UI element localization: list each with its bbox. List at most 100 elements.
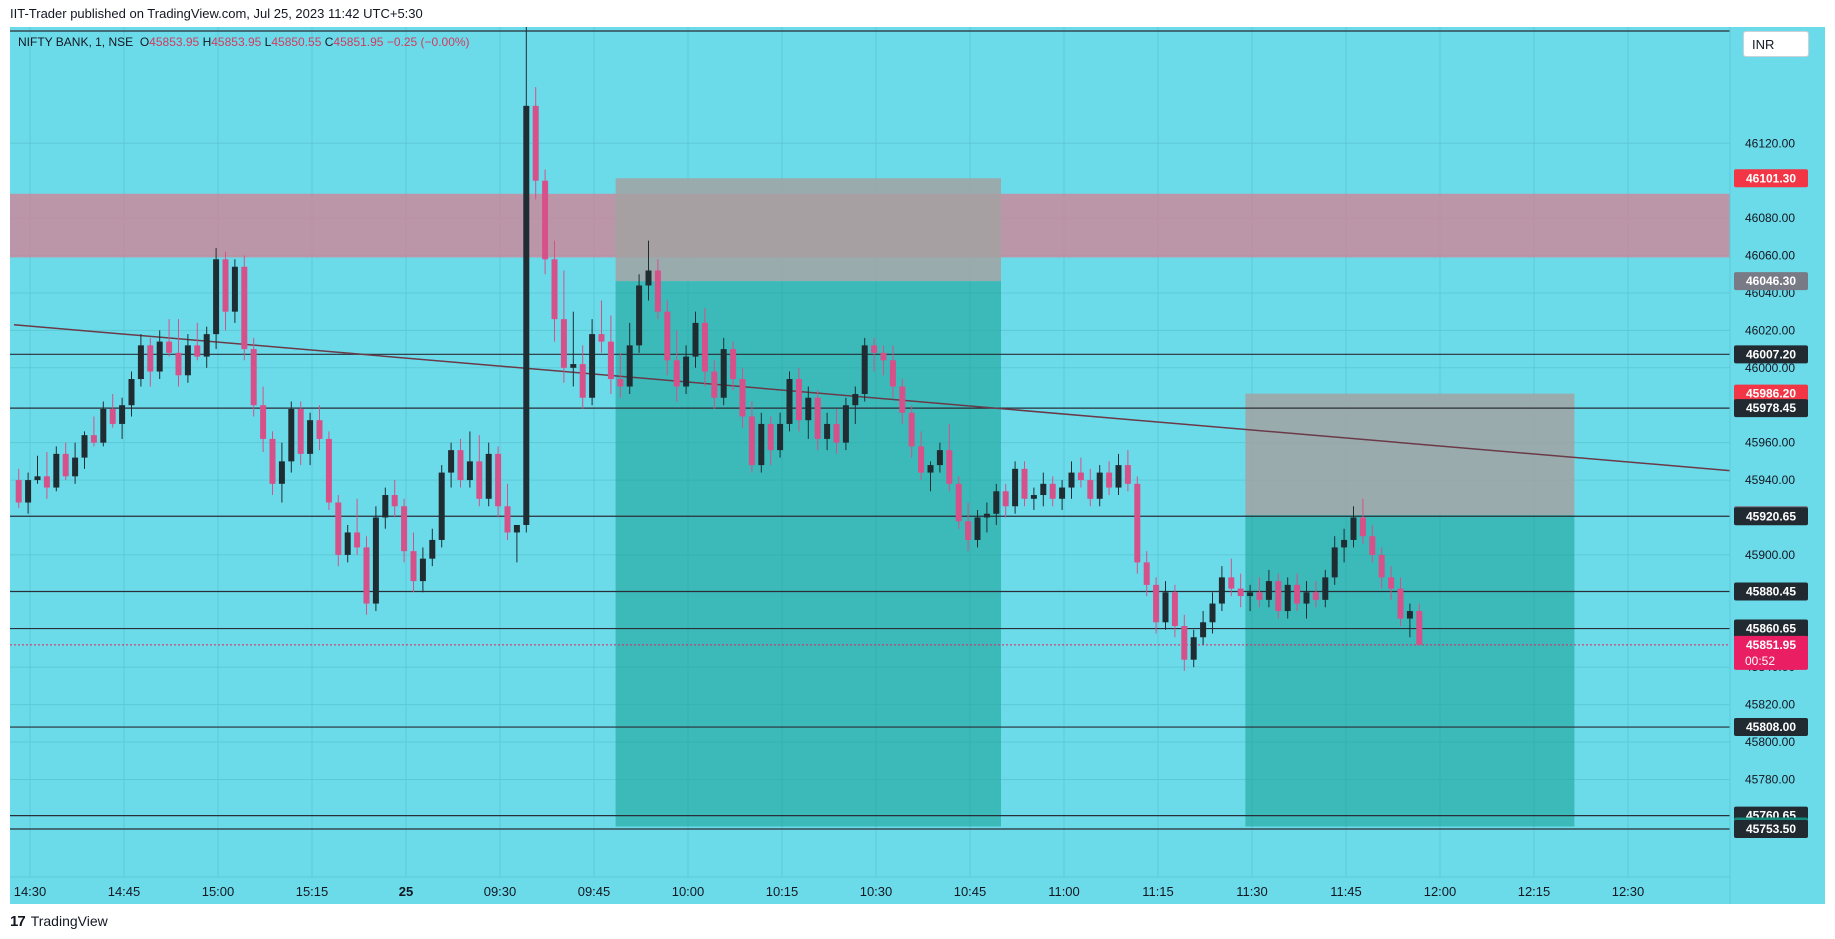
candle-body [673,360,680,387]
candle-body [53,453,60,488]
candle-body [1162,592,1169,623]
price-tick-label: 46080.00 [1745,211,1795,225]
candle-body [795,379,802,421]
candle-body [607,341,614,380]
legend-high-label: H [202,35,212,49]
candle-body [62,453,69,477]
candle-body [570,364,577,368]
price-label-badge [1734,272,1808,291]
brand-name: TradingView [30,913,108,929]
candle-body [767,423,774,451]
candle-body [1143,562,1150,585]
candle-body [260,405,267,439]
legend-symbol: NIFTY BANK, 1, NSE [18,35,134,49]
candle-body [993,491,1000,514]
price-label-badge [1734,635,1808,670]
price-tick-label: 45960.00 [1745,436,1795,450]
candle-body [1294,584,1301,604]
time-tick-label: 25 [399,884,413,899]
legend-close: 45851.95 [333,35,384,49]
candle-body [786,379,793,424]
candle-body [955,483,962,522]
candle-body [241,266,248,350]
time-tick-label: 12:30 [1612,884,1645,899]
candle-body [250,349,257,406]
candle-body [1322,577,1329,600]
candle-body [410,551,417,582]
candle-body [908,412,915,447]
candle-body [880,352,887,361]
price-label-badge [1734,507,1808,526]
candle-body [701,322,708,372]
candle-body [918,446,925,473]
candle-body [814,397,821,439]
time-tick-label: 09:45 [578,884,611,899]
candle-body [1077,472,1084,481]
price-label-badge [1734,345,1808,364]
stop-loss-zone [615,178,1001,282]
price-tick-label: 46120.00 [1745,136,1795,150]
candle-body [1153,584,1160,623]
candle-body [15,480,22,503]
candle-body [363,547,370,604]
candle-body [1218,577,1225,604]
time-tick-label: 09:30 [484,884,517,899]
price-label-value: 45851.95 [1746,638,1796,652]
stop-loss-zone [1245,393,1575,516]
candle-body [965,521,972,540]
price-label-value: 46101.30 [1746,171,1796,185]
candle-body [1265,581,1272,600]
time-tick-label: 14:30 [14,884,47,899]
candle-body [495,453,502,507]
price-chart[interactable]: 46120.0046080.0046060.0046040.0046020.00… [10,27,1825,904]
candle-body [194,345,201,357]
candle-body [1397,588,1404,619]
legend-open: 45853.95 [149,35,200,49]
time-tick-label: 10:45 [954,884,987,899]
candle-body [1247,592,1254,597]
price-label-badge [1734,582,1808,601]
candle-body [1388,577,1395,589]
candle-body [636,285,643,346]
candle-body [128,379,135,406]
candle-body [739,379,746,417]
candle-body [1228,577,1235,589]
publish-header: IIT-Trader published on TradingView.com,… [0,0,1835,27]
price-tick-label: 45900.00 [1745,548,1795,562]
legend-high: 45853.95 [211,35,262,49]
candle-body [542,180,549,260]
candle-body [34,476,41,481]
candle-body [589,334,596,398]
candle-body [72,457,79,477]
candle-body [401,506,408,552]
candle-body [598,334,605,342]
candle-body [1096,472,1103,499]
candle-body [1209,603,1216,623]
chart-area[interactable]: 46120.00 46080.00 46060.00 46040.00 46020.00… [10,27,1825,904]
price-label-value: 45860.65 [1746,622,1796,636]
candle-body [1284,584,1291,612]
candle-body [532,105,539,181]
time-tick-label: 11:00 [1048,884,1080,899]
price-tick-label: 46020.00 [1745,323,1795,337]
price-label-value: 46046.30 [1746,274,1796,288]
time-tick-label: 14:45 [108,884,141,899]
candle-body [1378,554,1385,578]
candle-body [1068,472,1075,488]
price-tick-label: 45820.00 [1745,698,1795,712]
candle-body [438,472,445,540]
currency-button[interactable]: INR [1743,31,1809,57]
candle-body [1002,491,1009,507]
candle-body [419,558,426,582]
candle-body [842,405,849,443]
candle-body [1134,483,1141,563]
candle-body [748,416,755,466]
candle-body [90,435,97,443]
candle-body [983,513,990,518]
candle-body [579,364,586,398]
candle-body [25,480,32,503]
legend-low-label: L [264,35,272,49]
time-tick-label: 11:15 [1142,884,1174,899]
candle-body [513,524,520,533]
candle-body [147,345,154,372]
